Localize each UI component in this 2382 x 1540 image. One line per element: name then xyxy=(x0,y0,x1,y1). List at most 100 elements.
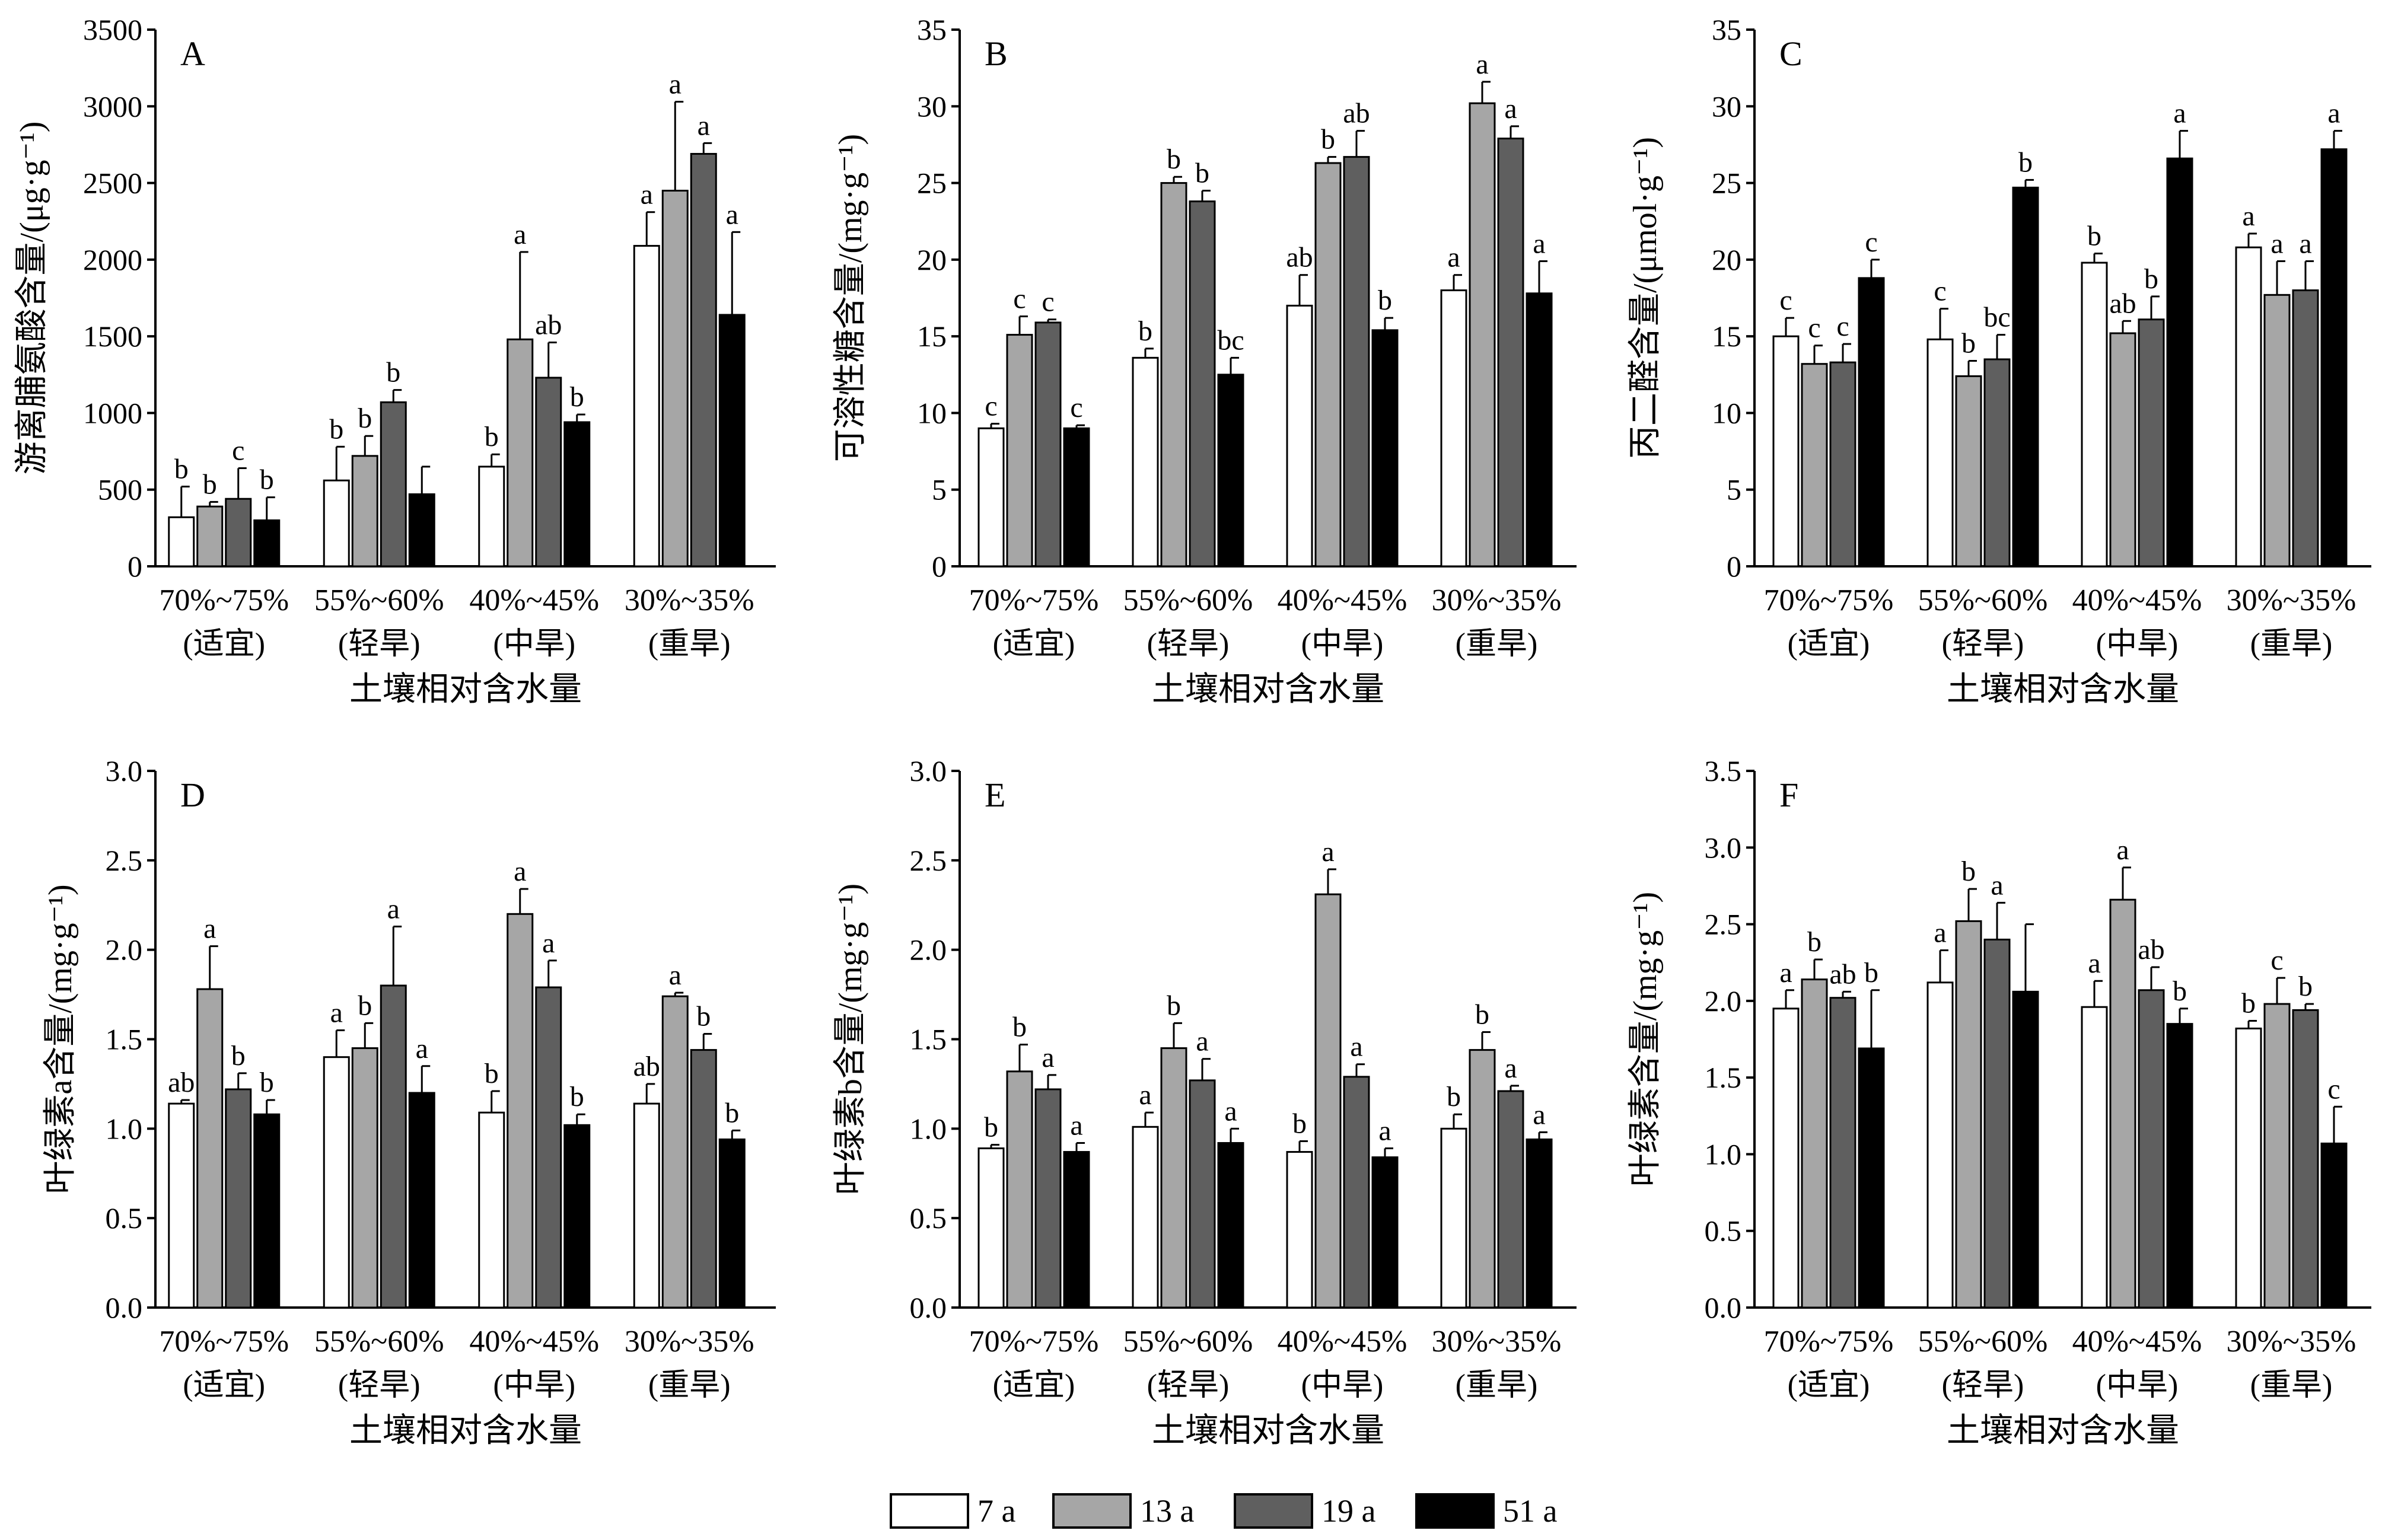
significance-label: a xyxy=(669,69,682,100)
bar xyxy=(351,1047,378,1309)
y-tick-label: 1.0 xyxy=(910,1112,947,1145)
significance-label: b xyxy=(329,413,343,445)
y-tick-label: 35 xyxy=(1712,13,1741,46)
x-tick-label: 55%~60% xyxy=(314,584,444,617)
significance-label: b xyxy=(2144,263,2158,295)
bar xyxy=(1217,374,1244,567)
x-tick-label: (中旱) xyxy=(1301,1369,1384,1402)
x-tick-label: (轻旱) xyxy=(1147,627,1230,661)
significance-label: bc xyxy=(1983,302,2010,333)
legend-label-51a: 51 a xyxy=(1503,1493,1558,1529)
bar xyxy=(225,498,252,567)
y-tick-label: 1.0 xyxy=(1705,1137,1742,1171)
x-tick-label: (轻旱) xyxy=(1147,1369,1230,1402)
bar xyxy=(225,1088,252,1309)
bar xyxy=(253,1113,281,1309)
y-tick-label: 3.0 xyxy=(106,754,143,787)
bar xyxy=(1034,321,1062,567)
bar xyxy=(1063,427,1090,567)
x-tick-label: (轻旱) xyxy=(1942,627,2024,661)
x-tick-label: (重旱) xyxy=(648,1369,731,1402)
x-tick-label: (重旱) xyxy=(1456,627,1538,661)
significance-label: a xyxy=(1350,1031,1362,1063)
x-tick-label: (重旱) xyxy=(2250,1369,2333,1402)
significance-label: ab xyxy=(168,1067,195,1098)
bar xyxy=(2012,990,2039,1309)
bar xyxy=(380,984,407,1309)
bar xyxy=(2109,332,2136,567)
significance-label: c xyxy=(985,391,997,422)
legend-label-19a: 19 a xyxy=(1321,1493,1376,1529)
y-axis-title: 丙二醛含量/(μmol·g⁻¹) xyxy=(1627,137,1664,459)
x-tick-label: 30%~35% xyxy=(2227,584,2356,617)
significance-label: a xyxy=(1139,1079,1151,1111)
y-tick-label: 0.0 xyxy=(1705,1291,1742,1324)
y-tick-label: 1000 xyxy=(83,396,142,429)
significance-label: c xyxy=(1070,392,1082,423)
bar xyxy=(1160,1047,1187,1309)
significance-label: ab xyxy=(1829,958,1856,990)
bar xyxy=(2166,157,2193,567)
significance-label: a xyxy=(1533,228,1545,259)
bar xyxy=(1314,893,1342,1309)
x-axis-title: 土壤相对含水量 xyxy=(1947,671,2179,708)
bar xyxy=(1371,1156,1399,1309)
bar xyxy=(1801,363,1828,567)
legend-label-7a: 7 a xyxy=(977,1493,1016,1529)
x-tick-label: 40%~45% xyxy=(469,584,599,617)
significance-label: b xyxy=(984,1111,998,1143)
significance-label: b xyxy=(1195,158,1209,189)
y-tick-label: 30 xyxy=(917,90,947,123)
significance-label: b xyxy=(570,1081,584,1112)
bar xyxy=(1132,356,1159,567)
x-tick-label: 70%~75% xyxy=(969,1325,1099,1359)
bar xyxy=(196,505,224,567)
significance-label: c xyxy=(1808,313,1820,344)
bar xyxy=(1497,1090,1524,1309)
x-tick-label: (中旱) xyxy=(493,627,575,661)
bar xyxy=(2320,1142,2348,1309)
y-tick-label: 2.0 xyxy=(1705,984,1742,1018)
significance-label: a xyxy=(1321,836,1334,868)
y-tick-label: 0.0 xyxy=(910,1291,947,1324)
significance-label: b xyxy=(1012,1012,1027,1043)
y-tick-label: 0 xyxy=(932,550,947,583)
x-tick-label: (适宜) xyxy=(183,1369,265,1402)
bar xyxy=(1189,200,1216,567)
bar xyxy=(2138,318,2165,567)
significance-label: b xyxy=(358,403,372,434)
bar xyxy=(718,314,746,567)
x-axis-title: 土壤相对含水量 xyxy=(349,671,582,708)
bar xyxy=(535,377,562,567)
x-tick-label: (轻旱) xyxy=(338,1369,421,1402)
significance-label: a xyxy=(1476,49,1488,80)
significance-label: b xyxy=(485,1058,499,1089)
bar xyxy=(2263,1003,2291,1309)
bar xyxy=(1286,1151,1313,1309)
significance-label: bc xyxy=(1217,324,1244,356)
significance-label: ab xyxy=(633,1051,660,1082)
bar xyxy=(1006,334,1033,567)
significance-label: a xyxy=(641,179,653,211)
significance-label: a xyxy=(1224,1095,1237,1127)
bar xyxy=(1132,1125,1159,1309)
y-tick-label: 3.0 xyxy=(910,754,947,787)
bar xyxy=(1829,997,1856,1309)
bar xyxy=(1983,358,2011,567)
y-tick-label: 2000 xyxy=(83,243,142,276)
y-tick-label: 1.0 xyxy=(106,1112,143,1145)
y-tick-label: 20 xyxy=(1712,243,1741,276)
bar xyxy=(2235,1027,2262,1309)
significance-label: a xyxy=(1991,869,2003,901)
y-tick-label: 2.0 xyxy=(106,933,143,967)
bar xyxy=(1858,277,1885,567)
x-tick-label: (适宜) xyxy=(183,627,265,661)
panel-letter: A xyxy=(180,34,205,73)
x-tick-label: 40%~45% xyxy=(469,1325,599,1359)
bar xyxy=(168,516,195,567)
bar xyxy=(1006,1070,1033,1309)
x-tick-label: 30%~35% xyxy=(625,584,754,617)
significance-label: a xyxy=(2299,228,2311,259)
panel-letter: E xyxy=(985,776,1005,814)
